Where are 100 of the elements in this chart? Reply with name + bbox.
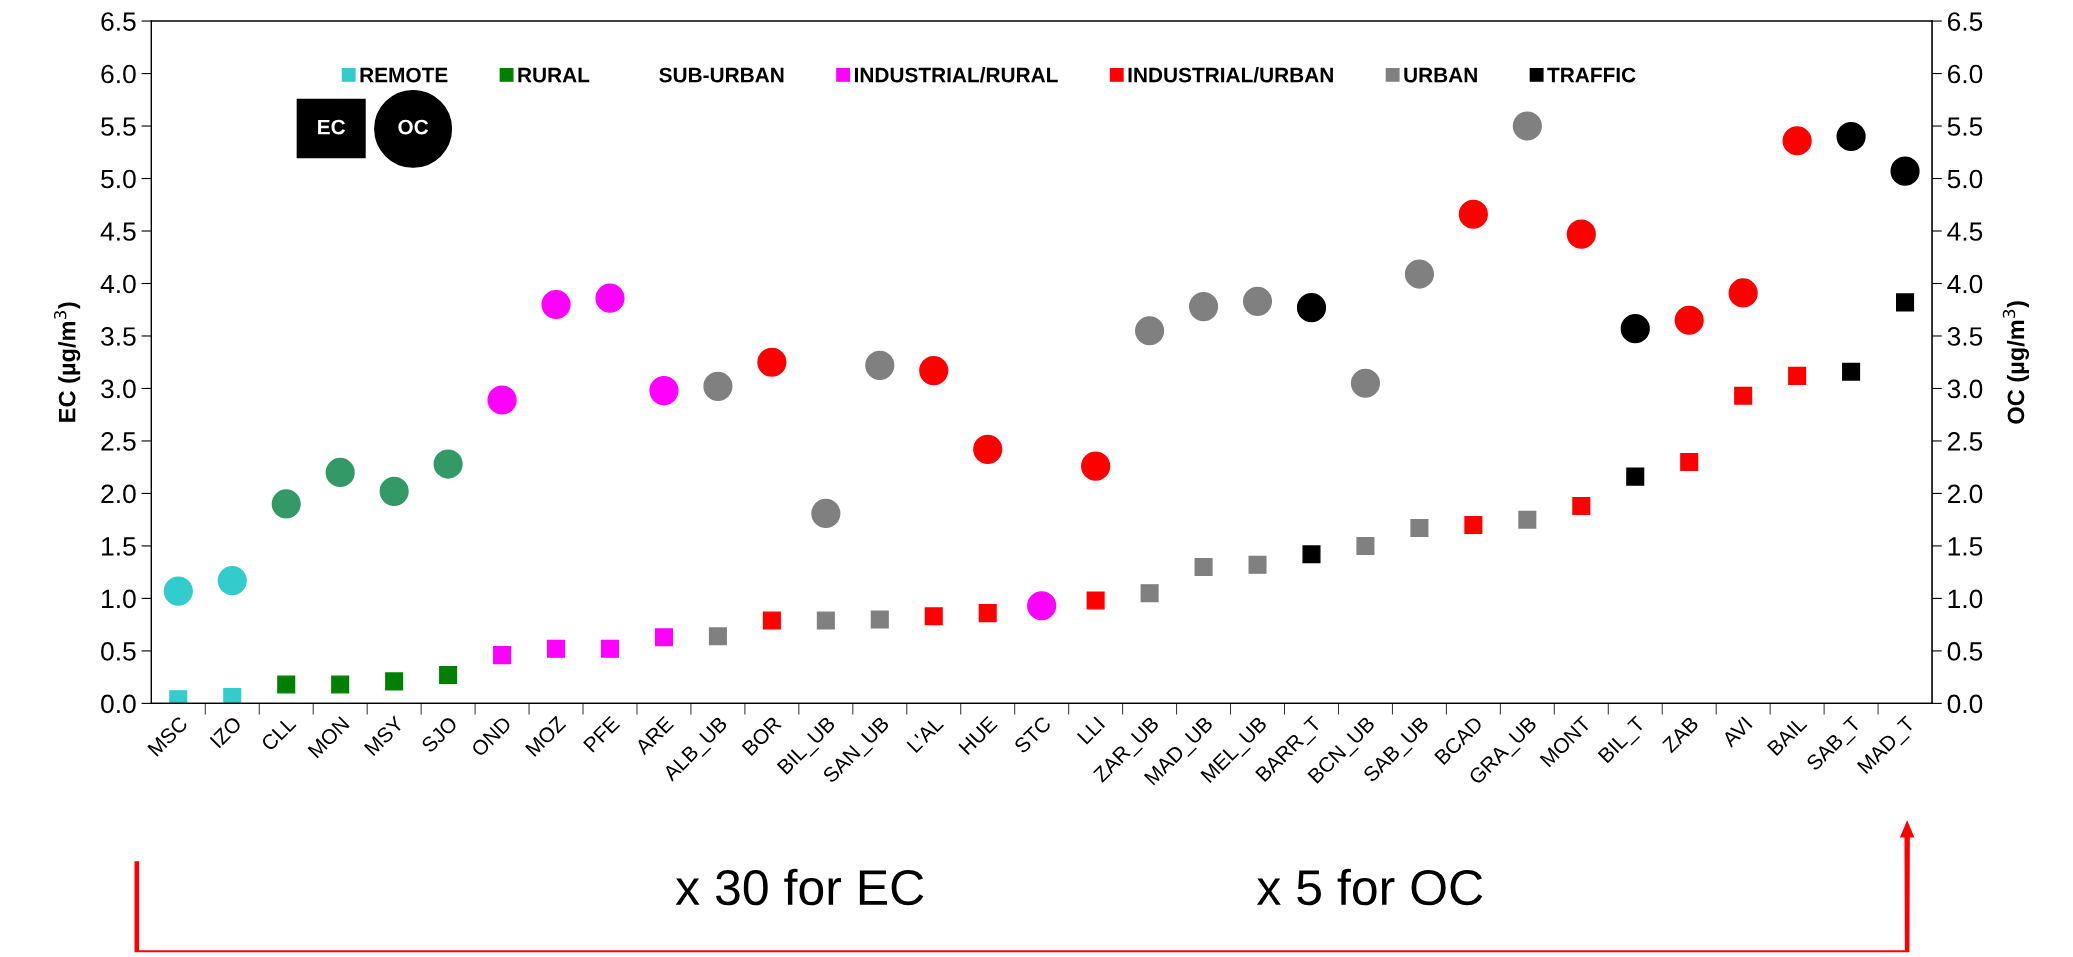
y2-tick-label: 1.0 [1948, 589, 1983, 609]
point [1512, 111, 1542, 141]
point [924, 607, 943, 626]
y2-tick-label: 1.5 [1948, 537, 1983, 556]
annotation: OC [398, 119, 429, 135]
x-tick-label: AVI [1721, 716, 1753, 748]
y-tick-label: 5.5 [101, 117, 136, 136]
point [163, 576, 193, 606]
point [811, 498, 841, 528]
y-tick-label: 1.5 [102, 537, 136, 556]
legend-label: INDUSTRIAL/URBAN [1128, 67, 1333, 83]
point [1842, 362, 1861, 381]
point [595, 283, 625, 313]
point [379, 476, 409, 506]
point [1458, 199, 1488, 229]
y-tick-label: 2.0 [101, 484, 136, 504]
point [1620, 314, 1650, 344]
point [385, 672, 404, 691]
point [325, 457, 355, 488]
y-tick-label: 3.0 [101, 379, 136, 399]
text: x 30 for EC [675, 868, 924, 906]
point [649, 375, 679, 406]
x-tick-label: BAIL [1766, 715, 1808, 756]
point [1890, 156, 1920, 186]
point [493, 646, 512, 665]
y2-tick-label: 5.0 [1947, 169, 1983, 189]
y2-tick-label: 3.5 [1947, 327, 1983, 346]
point [1464, 515, 1483, 534]
x-tick-label: CLL [260, 715, 297, 752]
point [973, 434, 1003, 464]
point [1680, 452, 1699, 471]
point [865, 350, 895, 380]
y-tick-label: 3.5 [101, 327, 136, 346]
point [919, 356, 949, 386]
y2-axis-title: OC (µg/m$^{3}$) [2002, 301, 2030, 424]
legend-label: REMOTE [360, 67, 448, 83]
y2-tick-label: 3.0 [1947, 379, 1983, 399]
y2-tick-label: 0.5 [1947, 642, 1983, 661]
point [870, 610, 889, 629]
point [1782, 126, 1812, 156]
y2-tick-label: 4.0 [1947, 274, 1983, 294]
point [1788, 366, 1807, 385]
y2-tick-label: 6.0 [1947, 64, 1983, 84]
point [1296, 293, 1327, 323]
legend-label: INDUSTRIAL/RURAL [854, 67, 1058, 83]
point [541, 289, 571, 320]
point [217, 565, 247, 596]
y-tick-label: 0.0 [101, 694, 136, 714]
point [1248, 555, 1267, 574]
point [1674, 305, 1704, 335]
text: SUB-URBAN [659, 67, 784, 83]
x-tick-label: SJO [420, 715, 459, 754]
point [708, 627, 727, 646]
point [1086, 591, 1105, 610]
point [547, 639, 566, 658]
point [762, 611, 781, 630]
point [1135, 316, 1165, 346]
point [271, 489, 301, 519]
y-tick-label: 1.0 [102, 589, 136, 609]
y2-tick-label: 0.0 [1947, 694, 1983, 714]
y-axis-title: EC (µg/m$^{3}$) [53, 302, 81, 422]
point [1194, 557, 1213, 576]
point [978, 604, 997, 623]
y-tick-label: 0.5 [101, 642, 136, 661]
point [1734, 386, 1753, 405]
text: x 5 for OC [1256, 868, 1483, 906]
point [223, 688, 242, 704]
point [1081, 451, 1111, 481]
y2-tick-label: 2.0 [1947, 484, 1983, 504]
y-tick-label: 2.5 [101, 432, 136, 451]
annotation: EC [318, 119, 346, 135]
point [1626, 467, 1645, 486]
point [1518, 510, 1537, 529]
point [1242, 286, 1273, 316]
y-tick-label: 4.5 [100, 222, 136, 241]
point [1404, 259, 1434, 289]
y2-tick-label: 6.5 [1947, 12, 1983, 31]
point [600, 639, 620, 658]
point [487, 385, 517, 415]
y-tick-label: 4.0 [100, 274, 136, 294]
y-tick-label: 5.0 [101, 169, 136, 189]
point [654, 628, 673, 647]
legend-label: URBAN [1404, 67, 1477, 83]
point [1302, 545, 1321, 564]
point [1566, 219, 1596, 249]
point [433, 449, 463, 479]
y-tick-label: 6.5 [101, 12, 136, 31]
y-tick-label: 6.0 [101, 64, 136, 84]
point [331, 675, 350, 694]
y2-tick-label: 2.5 [1947, 432, 1983, 451]
y2-tick-label: 4.5 [1947, 222, 1983, 241]
point [277, 675, 296, 694]
y2-tick-label: 5.5 [1947, 117, 1983, 136]
point [1356, 536, 1375, 555]
point [1572, 497, 1591, 516]
point [816, 611, 835, 630]
point [703, 371, 733, 401]
x-tick-label: L'AL [906, 715, 944, 753]
point [757, 347, 787, 377]
point [1728, 278, 1758, 308]
